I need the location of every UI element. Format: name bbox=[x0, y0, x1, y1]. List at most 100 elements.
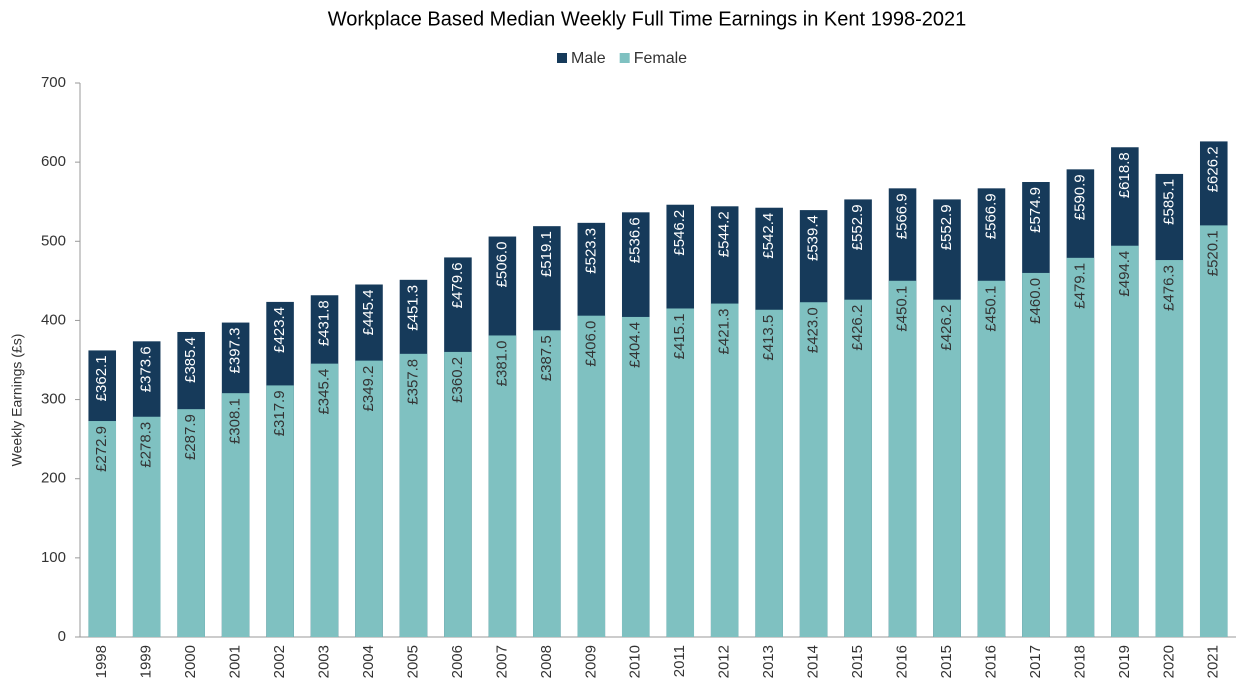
x-tick-label: 2021 bbox=[1205, 645, 1222, 678]
value-label: £421.3 bbox=[716, 309, 733, 355]
x-tick-label: 2013 bbox=[760, 645, 777, 678]
x-tick-label: 2004 bbox=[360, 645, 377, 678]
value-label: £415.1 bbox=[671, 313, 688, 359]
bar bbox=[1066, 257, 1095, 637]
bar bbox=[1111, 245, 1139, 637]
value-label: £349.2 bbox=[360, 366, 377, 412]
value-label: £574.9 bbox=[1027, 187, 1044, 233]
bar bbox=[488, 335, 517, 637]
value-label: £479.1 bbox=[1071, 263, 1088, 309]
bar bbox=[1022, 272, 1050, 637]
x-tick-label: 1999 bbox=[138, 645, 155, 678]
value-label: £552.9 bbox=[938, 204, 955, 250]
value-label: £626.2 bbox=[1205, 146, 1222, 192]
value-label: £387.5 bbox=[538, 335, 555, 381]
value-label: £431.8 bbox=[316, 300, 333, 346]
bar bbox=[844, 299, 872, 637]
chart-title: Workplace Based Median Weekly Full Time … bbox=[328, 8, 967, 30]
y-axis-label: Weekly Earnings (£s) bbox=[9, 334, 25, 467]
value-label: £385.4 bbox=[182, 337, 199, 383]
value-label: £345.4 bbox=[316, 369, 333, 415]
bar bbox=[399, 353, 428, 637]
x-tick-label: 2014 bbox=[805, 645, 822, 678]
value-label: £523.3 bbox=[582, 228, 599, 274]
value-label: £552.9 bbox=[849, 204, 866, 250]
value-label: £479.6 bbox=[449, 262, 466, 308]
bar bbox=[577, 315, 606, 637]
value-label: £381.0 bbox=[493, 340, 510, 386]
value-label: £423.0 bbox=[805, 307, 822, 353]
y-tick-label: 300 bbox=[41, 391, 66, 408]
value-label: £450.1 bbox=[894, 286, 911, 332]
bar bbox=[666, 308, 695, 637]
x-tick-label: 2017 bbox=[1027, 645, 1044, 678]
legend-label: Male bbox=[571, 50, 606, 67]
x-tick-label: 2020 bbox=[1160, 645, 1177, 678]
value-label: £542.4 bbox=[760, 213, 777, 259]
y-tick-label: 500 bbox=[41, 232, 66, 249]
x-tick-label: 2000 bbox=[182, 645, 199, 678]
value-label: £362.1 bbox=[93, 355, 110, 401]
value-label: £539.4 bbox=[805, 215, 822, 261]
bar bbox=[799, 302, 828, 637]
y-tick-label: 400 bbox=[41, 311, 66, 328]
legend-swatch bbox=[557, 53, 567, 63]
value-label: £373.6 bbox=[138, 346, 155, 392]
x-tick-label: 2011 bbox=[671, 645, 688, 677]
value-label: £317.9 bbox=[271, 390, 288, 436]
y-tick-label: 100 bbox=[41, 549, 66, 566]
bar bbox=[132, 416, 161, 637]
y-tick-label: 0 bbox=[58, 628, 66, 645]
x-tick-label: 2016 bbox=[894, 645, 911, 678]
x-tick-label: 2005 bbox=[404, 645, 421, 678]
bar bbox=[888, 280, 917, 637]
value-label: £278.3 bbox=[138, 422, 155, 468]
value-label: £566.9 bbox=[894, 193, 911, 239]
value-label: £404.4 bbox=[627, 322, 644, 368]
value-label: £360.2 bbox=[449, 357, 466, 403]
legend-label: Female bbox=[634, 50, 687, 67]
value-label: £506.0 bbox=[493, 242, 510, 288]
bar bbox=[621, 316, 650, 637]
bar bbox=[444, 351, 472, 637]
value-label: £287.9 bbox=[182, 414, 199, 460]
value-label: £426.2 bbox=[938, 305, 955, 351]
x-tick-label: 2007 bbox=[493, 645, 510, 678]
x-tick-label: 2016 bbox=[982, 645, 999, 678]
value-label: £451.3 bbox=[404, 285, 421, 331]
value-label: £590.9 bbox=[1071, 174, 1088, 220]
bar bbox=[933, 299, 961, 637]
x-tick-label: 2012 bbox=[716, 645, 733, 678]
value-label: £426.2 bbox=[849, 305, 866, 351]
x-tick-label: 2003 bbox=[316, 645, 333, 678]
bar bbox=[221, 393, 250, 637]
value-label: £566.9 bbox=[982, 193, 999, 239]
x-tick-label: 2015 bbox=[849, 645, 866, 678]
bar bbox=[1155, 260, 1184, 637]
y-tick-label: 600 bbox=[41, 153, 66, 170]
value-label: £536.6 bbox=[627, 217, 644, 263]
x-tick-label: 2010 bbox=[627, 645, 644, 678]
value-label: £476.3 bbox=[1160, 265, 1177, 311]
value-label: £308.1 bbox=[227, 398, 244, 444]
value-label: £585.1 bbox=[1160, 179, 1177, 225]
value-label: £445.4 bbox=[360, 289, 377, 335]
x-tick-label: 2001 bbox=[227, 645, 244, 678]
value-label: £423.4 bbox=[271, 307, 288, 353]
y-tick-label: 700 bbox=[41, 74, 66, 91]
bar bbox=[310, 363, 339, 637]
x-tick-label: 2018 bbox=[1071, 645, 1088, 678]
value-label: £413.5 bbox=[760, 315, 777, 361]
value-label: £546.2 bbox=[671, 210, 688, 256]
x-tick-label: 2008 bbox=[538, 645, 555, 678]
bar bbox=[533, 330, 561, 637]
x-tick-label: 2015 bbox=[938, 645, 955, 678]
bar bbox=[177, 409, 205, 637]
value-label: £450.1 bbox=[982, 286, 999, 332]
value-label: £272.9 bbox=[93, 426, 110, 472]
bar bbox=[266, 385, 294, 637]
value-label: £397.3 bbox=[227, 328, 244, 374]
value-label: £357.8 bbox=[404, 359, 421, 405]
x-tick-label: 2002 bbox=[271, 645, 288, 678]
